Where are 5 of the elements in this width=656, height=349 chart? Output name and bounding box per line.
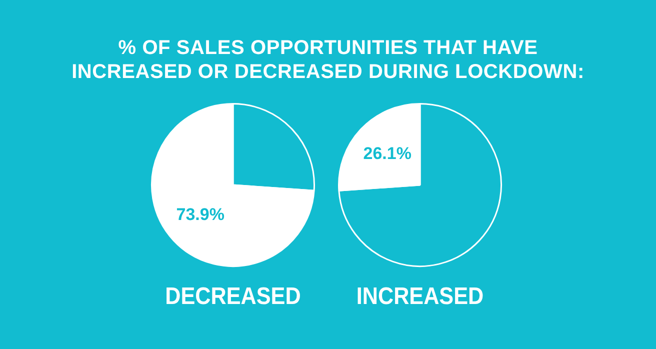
text: DECREASED <box>165 283 301 310</box>
data-label: 26.1% <box>363 144 412 164</box>
chart-title: % OF SALES OPPORTUNITIES THAT HAVE INCREASED OR DECREASED DURING LOCKDOWN: <box>70 36 586 84</box>
text: INCREASED <box>356 283 484 310</box>
data-label: 73.9% <box>176 205 224 224</box>
